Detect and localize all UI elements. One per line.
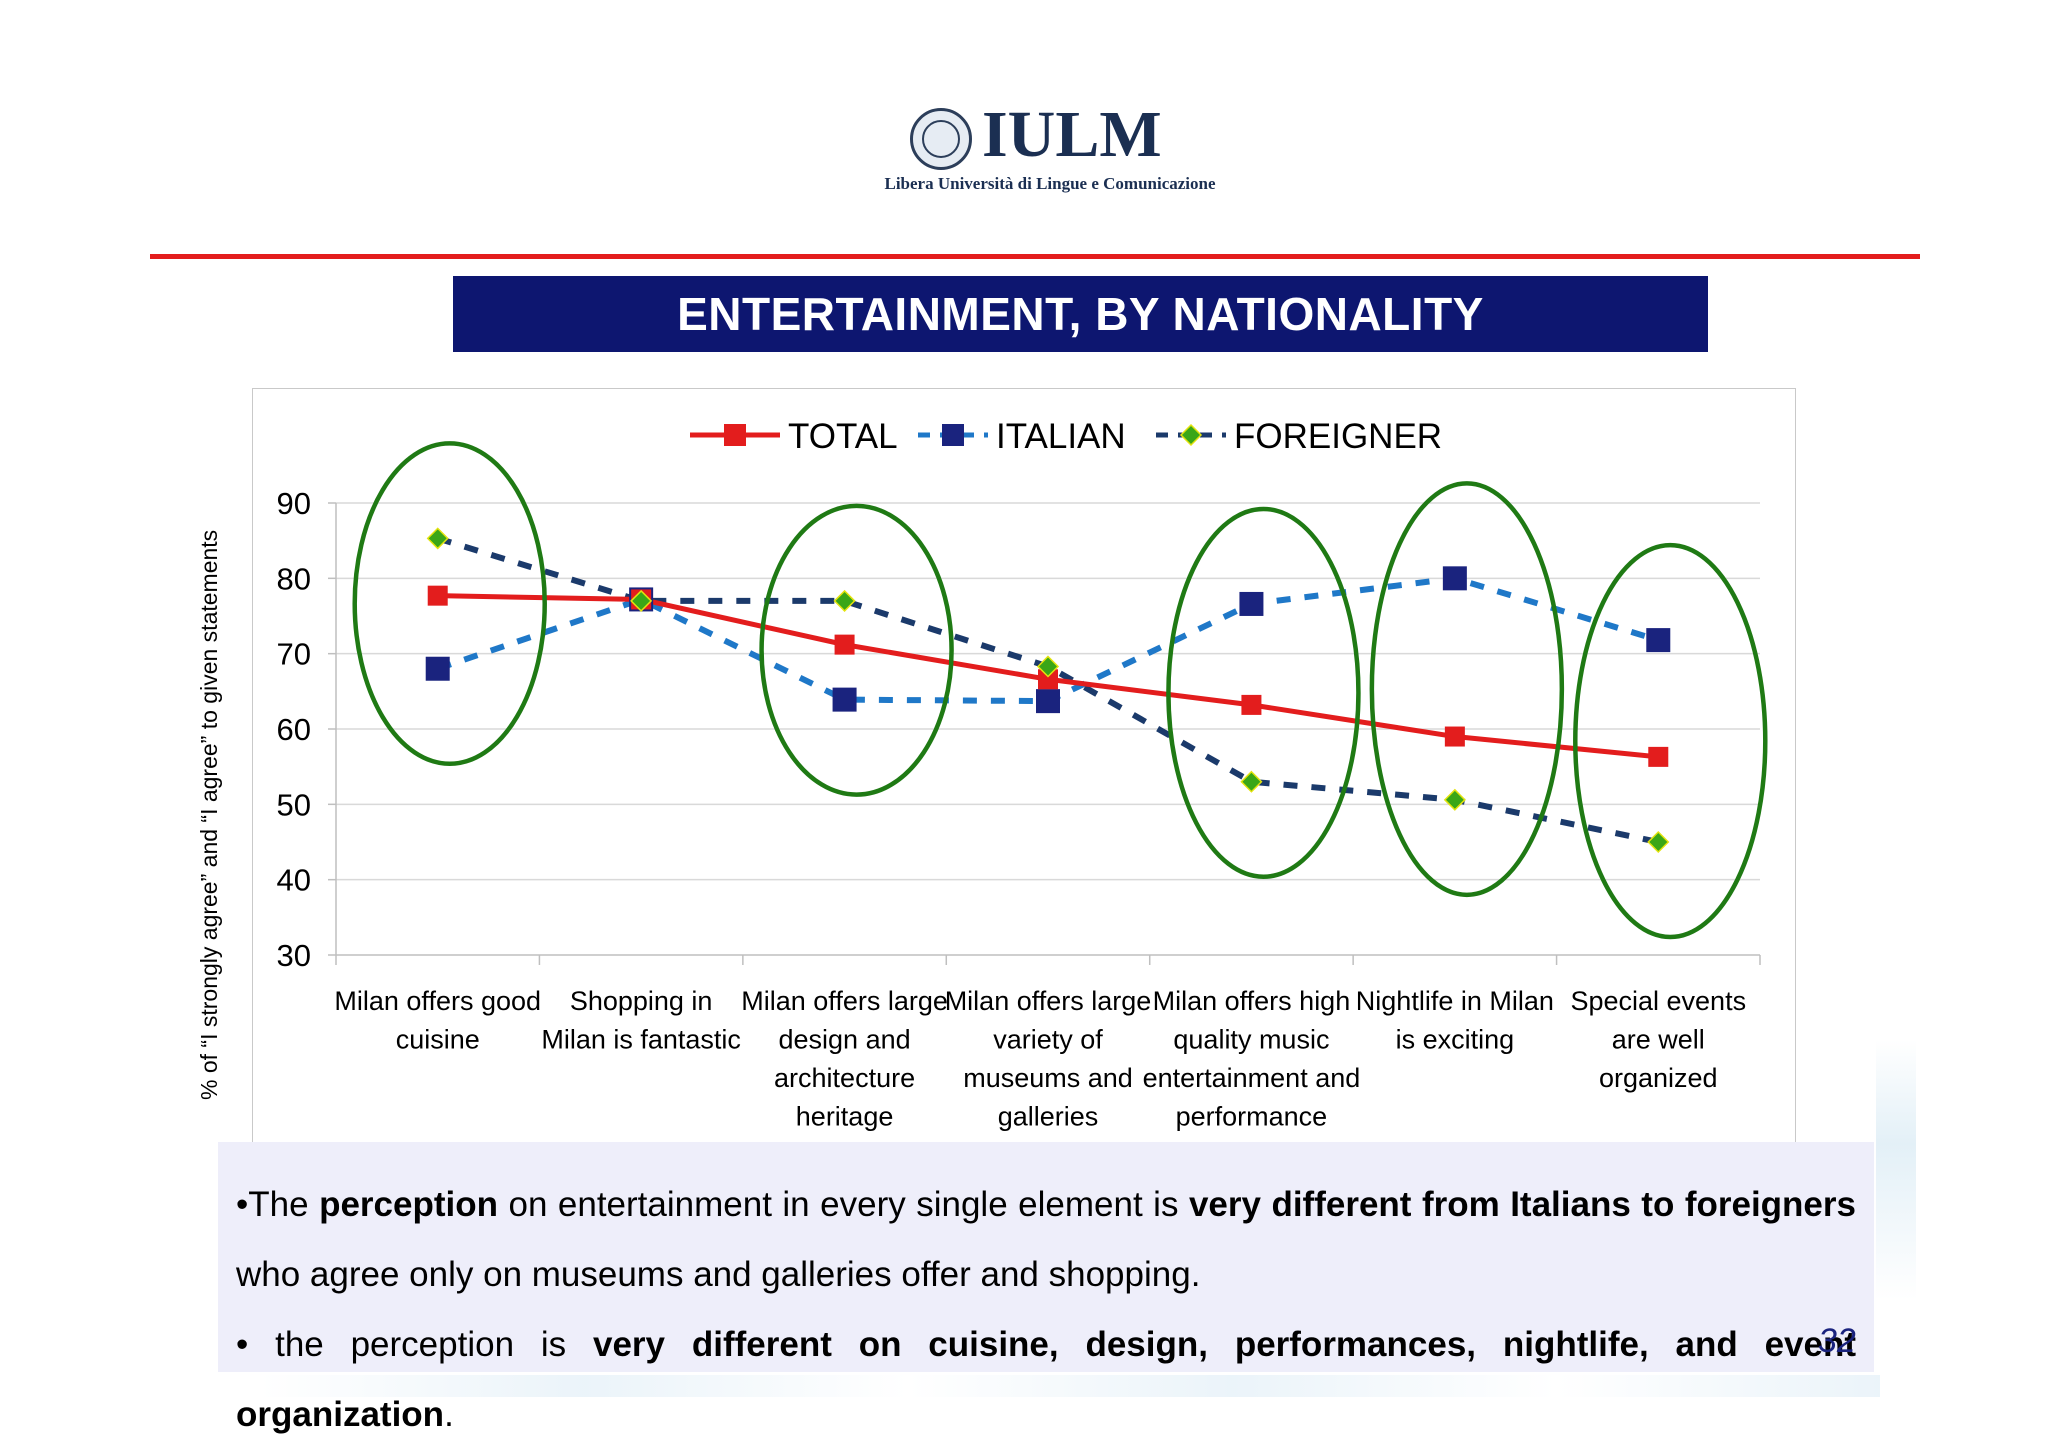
background-strip [260,1375,1880,1397]
marker-italian [1442,566,1467,591]
note-text: • the perception is [236,1325,593,1364]
y-tick-label: 50 [277,787,311,822]
y-tick-label: 30 [277,938,311,973]
marker-italian [1239,591,1264,616]
marker-foreigner [426,527,449,550]
x-tick-label: Special events [1570,986,1746,1016]
marker-italian [1036,689,1060,714]
x-tick-label: are well [1612,1025,1705,1055]
highlight-circle [759,503,954,797]
marker-foreigner [630,589,653,612]
header-divider [150,254,1920,259]
logo-name: IULM [982,98,1162,171]
note-paragraph-2: • the perception is very different on cu… [236,1310,1856,1450]
legend-marker [724,424,746,446]
x-tick-label: architecture [774,1063,915,1093]
y-tick-label: 60 [277,712,311,747]
note-paragraph-1: •The perception on entertainment in ever… [236,1170,1856,1310]
notes-box: •The perception on entertainment in ever… [218,1142,1874,1434]
highlight-circle [1166,506,1361,879]
x-tick-label: Shopping in [570,986,713,1016]
marker-foreigner [1443,788,1466,811]
note-text: . [444,1395,454,1434]
marker-foreigner [1036,655,1060,678]
university-seal-icon [910,108,972,170]
x-tick-label: galleries [998,1102,1099,1132]
x-tick-label: Nightlife in Milan [1356,986,1554,1016]
marker-total [1038,669,1058,690]
note-bold: very different from Italians to foreigne… [1188,1185,1856,1224]
marker-foreigner [1647,830,1670,854]
marker-total [834,634,855,655]
x-tick-label: Milan offers high [1153,986,1351,1016]
y-tick-label: 70 [277,637,311,672]
highlight-circle [1369,481,1565,898]
marker-italian [832,687,857,712]
legend-label: ITALIAN [996,417,1126,456]
x-tick-label: heritage [796,1102,894,1132]
marker-total [1444,726,1465,747]
marker-total [1241,694,1262,715]
marker-italian [1646,628,1671,653]
x-tick-label: design and [779,1025,911,1055]
x-tick-label: variety of [993,1025,1103,1055]
marker-foreigner [833,589,856,612]
logo-subtitle: Libera Università di Lingue e Comunicazi… [884,174,1216,193]
marker-foreigner [1240,770,1263,793]
note-text: •The [236,1185,320,1224]
x-tick-label: museums and [963,1063,1133,1093]
x-tick-label: is exciting [1396,1025,1515,1055]
x-tick-label: entertainment and [1143,1063,1361,1093]
marker-total [427,585,448,606]
x-tick-label: cuisine [396,1025,480,1055]
page-number: 32 [1818,1322,1856,1360]
x-tick-label: organized [1599,1063,1718,1093]
y-tick-label: 90 [277,486,311,521]
iulm-logo: IULM Libera Università di Lingue e Comun… [870,100,1230,200]
note-text: on entertainment in every single element… [497,1185,1189,1224]
note-bold: perception [319,1185,498,1224]
background-decoration [1876,1040,1916,1300]
highlight-circle [1573,542,1768,940]
marker-total [1648,746,1669,767]
highlight-circle [352,441,547,766]
legend-marker [1179,423,1203,447]
y-tick-label: 80 [277,561,311,596]
chart-frame [252,388,1796,1158]
x-tick-label: Milan offers good [334,986,541,1016]
x-tick-label: Milan offers large [945,986,1152,1016]
marker-italian [425,656,450,681]
x-tick-label: Milan is fantastic [541,1025,741,1055]
x-tick-label: Milan offers large [741,986,948,1016]
y-tick-label: 40 [277,863,311,898]
note-text: who agree only on museums and galleries … [236,1255,1201,1294]
x-tick-label: quality music [1173,1025,1329,1055]
note-bold: very different on cuisine, design, perfo… [236,1325,1857,1434]
legend-marker [942,424,964,446]
legend-label: FOREIGNER [1234,417,1442,456]
slide-title: ENTERTAINMENT, BY NATIONALITY [453,276,1708,352]
x-tick-label: performance [1176,1102,1328,1132]
legend-label: TOTAL [788,417,898,456]
